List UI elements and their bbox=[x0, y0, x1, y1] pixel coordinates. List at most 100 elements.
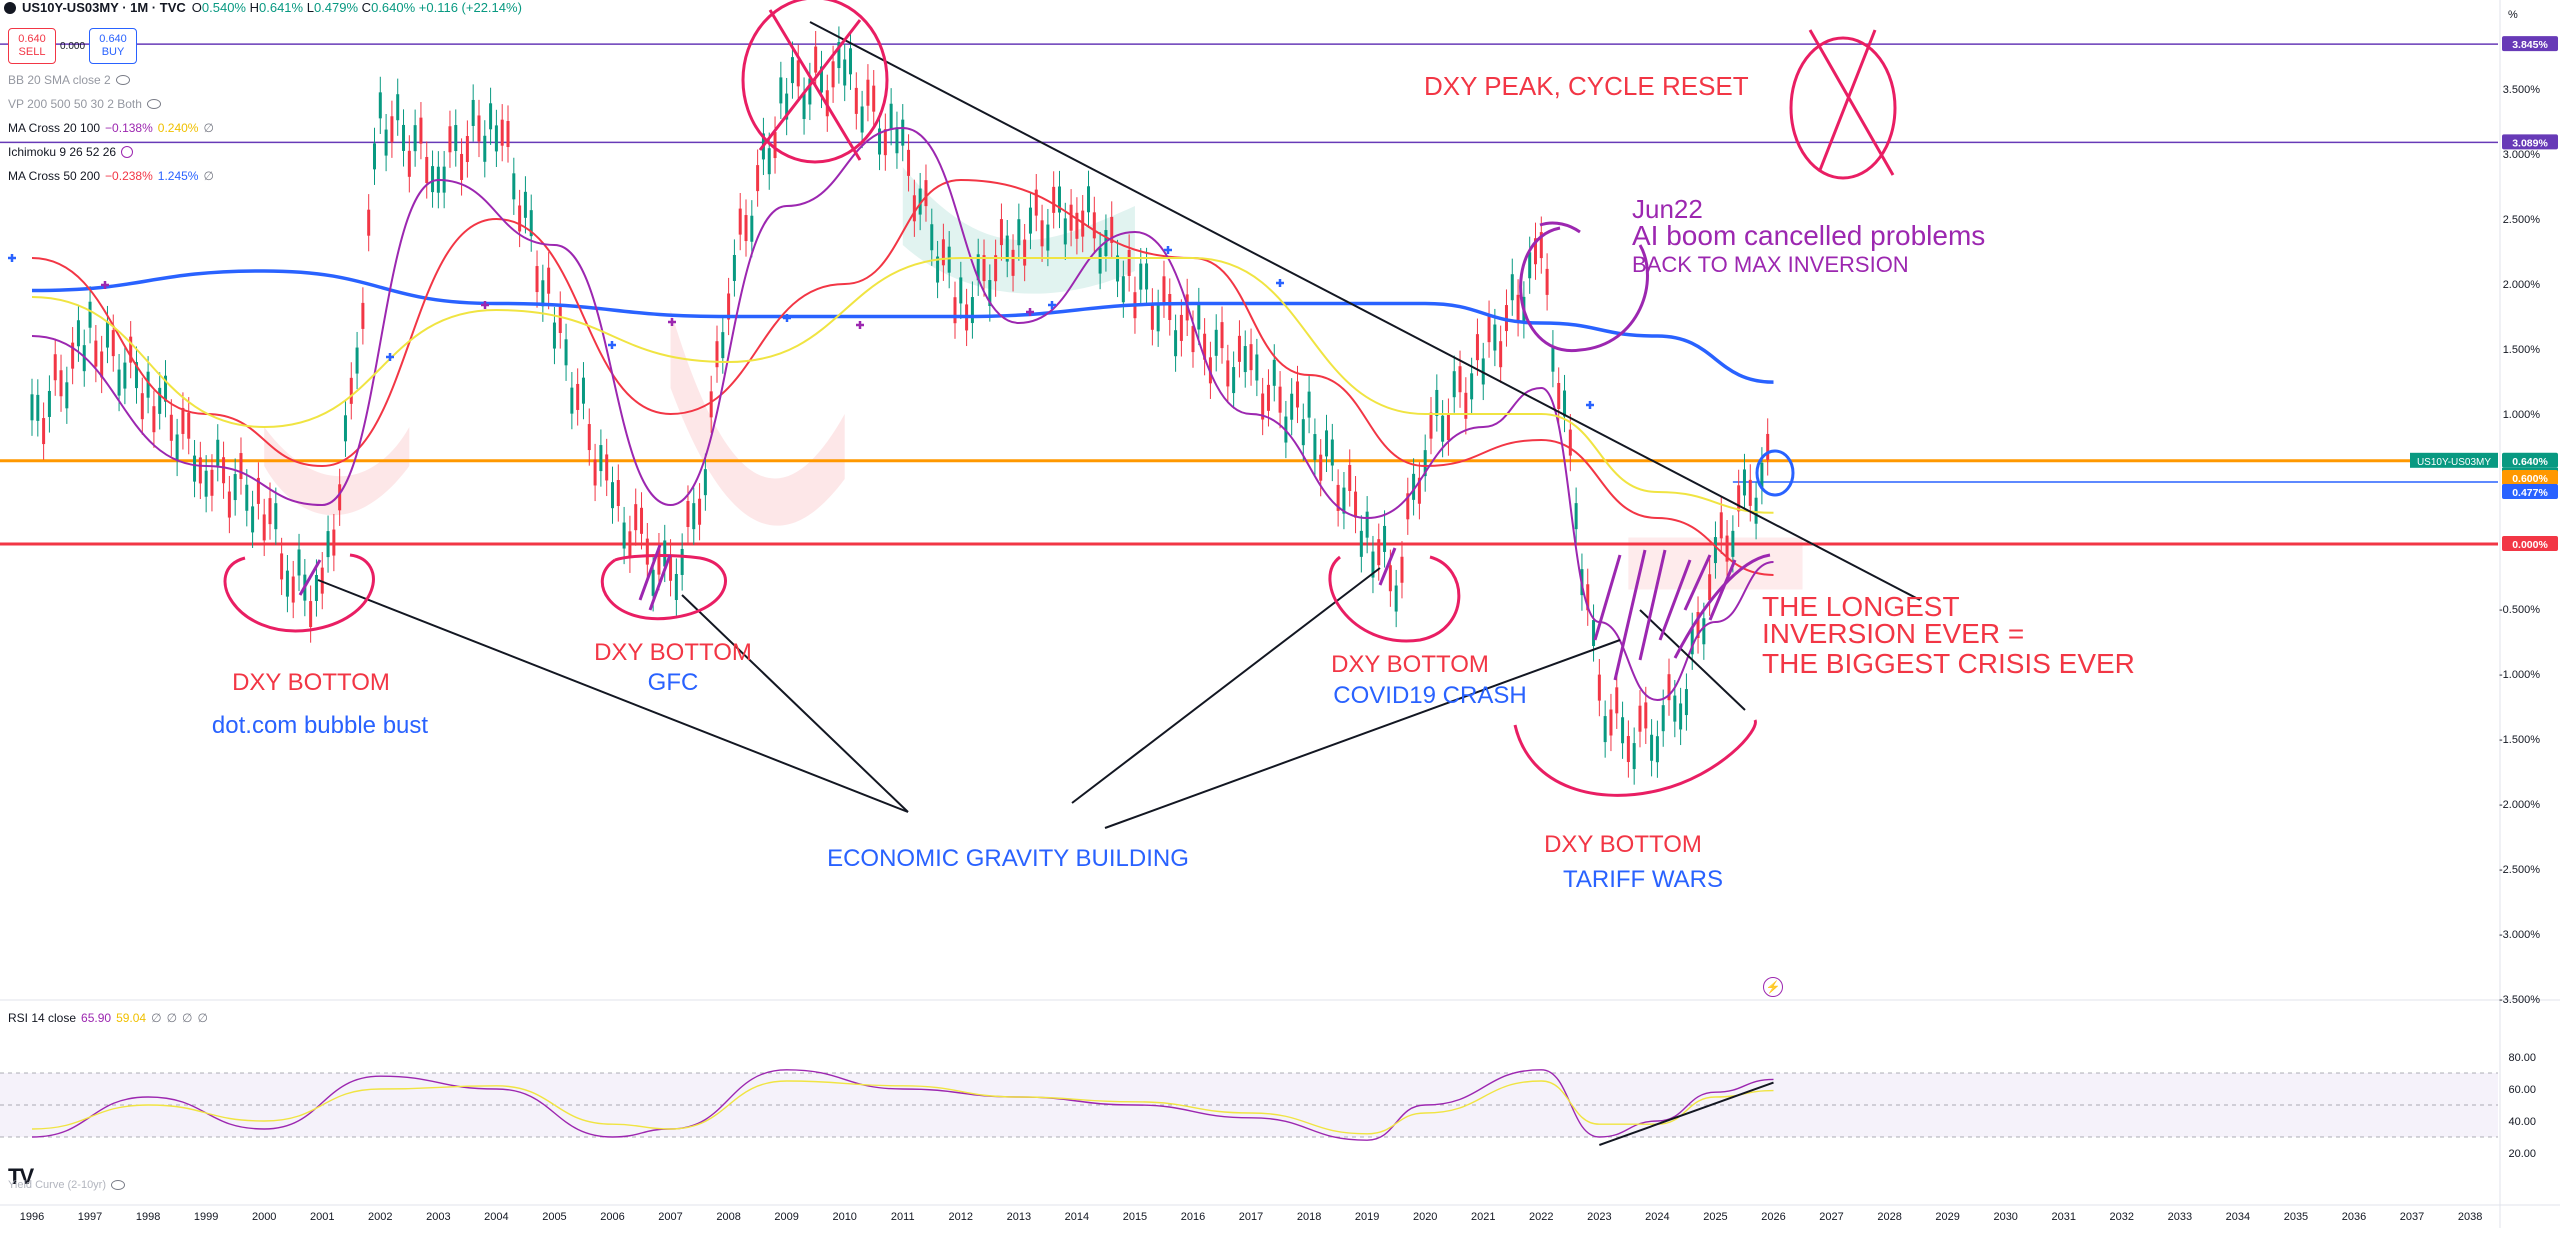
price-candle-body bbox=[703, 469, 707, 496]
price-candle-body bbox=[930, 224, 934, 251]
sell-button[interactable]: 0.640 SELL bbox=[8, 28, 56, 64]
price-candle-body bbox=[779, 77, 783, 104]
price-candle-body bbox=[727, 293, 731, 320]
price-candle-body bbox=[1342, 487, 1346, 514]
ma-cross-marker bbox=[608, 341, 616, 349]
price-candle-body bbox=[1220, 322, 1224, 349]
price-candle-body bbox=[1377, 539, 1381, 566]
price-candle-body bbox=[396, 94, 400, 121]
price-candle-body bbox=[1040, 220, 1044, 247]
x-tick-label: 2026 bbox=[1761, 1211, 1785, 1223]
price-candle-body bbox=[152, 406, 156, 433]
price-candle-body bbox=[169, 414, 173, 441]
legend-bb[interactable]: BB 20 SMA close 2 bbox=[8, 73, 130, 87]
price-candle-body bbox=[1754, 497, 1758, 524]
lightning-icon[interactable]: ⚡ bbox=[1763, 977, 1783, 997]
x-tick-label: 2007 bbox=[658, 1211, 682, 1223]
price-candle-body bbox=[587, 424, 591, 451]
price-candle-body bbox=[808, 78, 812, 105]
tradingview-logo[interactable]: TV bbox=[8, 1164, 34, 1189]
price-candle-body bbox=[1063, 218, 1067, 245]
price-candle-body bbox=[1162, 276, 1166, 303]
legend-ma-cross-20-100[interactable]: MA Cross 20 100 −0.138% 0.240% ∅ bbox=[8, 121, 214, 135]
series-line-ma-200 bbox=[31, 269, 1774, 384]
price-candle-body bbox=[1568, 429, 1572, 456]
price-candle-body bbox=[634, 504, 638, 531]
price-candle-body bbox=[1017, 219, 1021, 246]
price-candle-body bbox=[1592, 620, 1596, 647]
chart-annotation: DXY BOTTOM bbox=[1544, 831, 1702, 858]
y-tick-label: -2.500% bbox=[2499, 864, 2540, 876]
legend-ichimoku[interactable]: Ichimoku 9 26 52 26 bbox=[8, 145, 134, 159]
rsi-legend[interactable]: RSI 14 close 65.90 59.04 ∅ ∅ ∅ ∅ bbox=[8, 1011, 208, 1025]
x-tick-label: 1997 bbox=[78, 1211, 102, 1223]
price-candle-body bbox=[1255, 354, 1259, 381]
ma-cross-marker bbox=[783, 314, 791, 322]
legend-ma-cross-50-200[interactable]: MA Cross 50 200 −0.238% 1.245% ∅ bbox=[8, 169, 214, 183]
price-candle-body bbox=[570, 387, 574, 414]
ma-cross-marker bbox=[8, 254, 16, 262]
price-candle-body bbox=[1214, 329, 1218, 356]
price-candle-body bbox=[291, 576, 295, 603]
price-candle-body bbox=[1470, 373, 1474, 400]
eye-hidden-icon[interactable] bbox=[111, 1180, 126, 1190]
symbol-title[interactable]: US10Y-US03MY · 1M · TVC bbox=[22, 0, 186, 15]
x-circle-icon bbox=[1789, 36, 1897, 180]
price-candle-body bbox=[1266, 384, 1270, 411]
price-candle-body bbox=[547, 267, 551, 294]
price-candle-body bbox=[94, 340, 98, 367]
price-candle-body bbox=[1702, 618, 1706, 645]
price-candle-body bbox=[175, 434, 179, 461]
y-tick-label: -0.500% bbox=[2499, 604, 2540, 616]
price-candle-body bbox=[129, 336, 133, 363]
price-tag-current-bg bbox=[2502, 452, 2558, 468]
x-tick-label: 2008 bbox=[716, 1211, 740, 1223]
price-candle-body bbox=[59, 370, 63, 397]
price-candle-body bbox=[1261, 393, 1265, 420]
y-tick-label: 1.000% bbox=[2503, 409, 2541, 421]
price-candle-body bbox=[431, 166, 435, 193]
legend-ma50-value: −0.238% bbox=[105, 169, 153, 183]
price-candle-body bbox=[1650, 734, 1654, 761]
price-candle-body bbox=[1603, 716, 1607, 743]
price-candle-body bbox=[837, 42, 841, 69]
eye-hidden-icon[interactable] bbox=[115, 75, 130, 85]
legend-vp-name: VP 200 500 50 30 2 Both bbox=[8, 97, 142, 111]
price-candle-body bbox=[1174, 330, 1178, 357]
price-candle-body bbox=[611, 482, 614, 509]
price-candle-body bbox=[1307, 391, 1311, 418]
price-candle-body bbox=[669, 554, 673, 581]
symbol-tag-bg bbox=[2410, 452, 2498, 468]
price-candle-body bbox=[622, 522, 626, 549]
yield-curve-legend[interactable]: Yield Curve (2-10yr) bbox=[8, 1179, 126, 1191]
price-candle-body bbox=[105, 321, 109, 348]
price-candle-body bbox=[744, 215, 748, 242]
price-candle-body bbox=[71, 342, 75, 369]
price-candle-body bbox=[134, 362, 138, 389]
legend-vp[interactable]: VP 200 500 50 30 2 Both bbox=[8, 97, 161, 111]
price-candle-body bbox=[907, 149, 911, 176]
price-candle-body bbox=[1336, 484, 1340, 511]
chart-annotation: DXY BOTTOM bbox=[1331, 651, 1489, 678]
price-candle-body bbox=[709, 391, 713, 418]
y-tick-label: 1.500% bbox=[2503, 344, 2541, 356]
price-candle-body bbox=[338, 484, 342, 511]
buy-button[interactable]: 0.640 BUY bbox=[89, 28, 138, 64]
price-candle-body bbox=[1737, 485, 1741, 512]
price-candle-body bbox=[814, 46, 818, 73]
price-candle-body bbox=[222, 457, 226, 484]
price-candle-body bbox=[454, 125, 458, 152]
price-candle-body bbox=[1011, 249, 1015, 276]
eye-hidden-icon[interactable] bbox=[146, 99, 161, 109]
hatch-mark bbox=[1593, 554, 1622, 641]
x-tick-label: 2028 bbox=[1877, 1211, 1901, 1223]
price-candle-body bbox=[1145, 263, 1149, 290]
ma-cross-marker bbox=[1586, 401, 1594, 409]
price-candle-body bbox=[1748, 479, 1752, 506]
x-tick-label: 2013 bbox=[1007, 1211, 1031, 1223]
price-candle-body bbox=[1388, 565, 1392, 592]
ma-cross-marker bbox=[1026, 308, 1034, 316]
price-candle-body bbox=[558, 307, 562, 334]
